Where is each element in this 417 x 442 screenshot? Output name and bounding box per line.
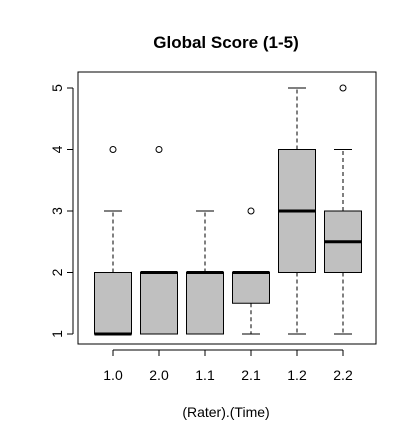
- box-2.0: [140, 146, 178, 335]
- x-tick-label: 1.0: [103, 367, 123, 383]
- box-iqr: [94, 272, 132, 335]
- x-tick-label: 2.1: [241, 367, 261, 383]
- x-tick-label: 2.2: [333, 367, 353, 383]
- box-1.0: [94, 146, 132, 336]
- outlier-point: [339, 84, 347, 92]
- box-2.1: [232, 207, 270, 335]
- box-1.1: [186, 210, 224, 335]
- box-1.2: [278, 87, 316, 335]
- y-axis: 1 2 3 4 5: [49, 84, 74, 338]
- boxes: [94, 84, 362, 336]
- x-tick-label: 1.2: [287, 367, 307, 383]
- box-iqr: [232, 272, 270, 304]
- outlier-point: [155, 146, 163, 153]
- chart-title: Global Score (1-5): [153, 33, 298, 52]
- outlier-point: [109, 146, 117, 153]
- x-axis-label: (Rater).(Time): [182, 404, 269, 420]
- y-tick-label: 5: [49, 84, 65, 92]
- x-tick-label: 1.1: [195, 367, 215, 383]
- y-tick-label: 3: [49, 207, 65, 215]
- x-axis: 1.0 2.0 1.1 2.1 1.2 2.2: [103, 349, 353, 383]
- y-tick-label: 1: [49, 330, 65, 338]
- outlier-point: [247, 207, 255, 215]
- y-tick-label: 4: [49, 145, 65, 153]
- box-iqr: [140, 272, 178, 335]
- plot-frame: [77, 71, 377, 345]
- box-iqr: [186, 272, 224, 335]
- x-tick-label: 2.0: [149, 367, 169, 383]
- box-2.2: [324, 84, 362, 335]
- y-tick-label: 2: [49, 268, 65, 276]
